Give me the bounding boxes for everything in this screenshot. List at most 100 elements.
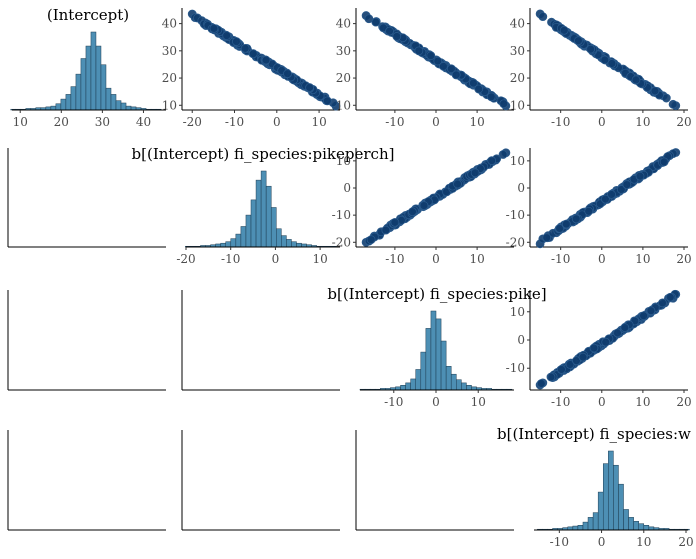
scatter-point <box>613 328 622 338</box>
scatter-point <box>390 217 400 227</box>
x-tick-label: -10 <box>385 115 404 129</box>
x-tick-label: -20 <box>183 115 202 129</box>
histogram-bar <box>235 233 242 248</box>
x-tick-label: 0 <box>598 252 606 266</box>
y-tick-label: 0 <box>517 181 525 195</box>
scatter-panel: -10 0 10 20 -10 0 10 <box>506 289 692 409</box>
x-tick-label: 0 <box>432 252 440 266</box>
scatter-panel: -10 0 10 20 -20 -10 0 10 <box>506 148 692 266</box>
scatter-point <box>499 99 509 109</box>
scatter-point <box>222 31 232 40</box>
scatter-panel: -10 0 10 10 20 30 40 <box>336 8 514 129</box>
x-tick-label: 10 <box>469 252 484 266</box>
empty-panel <box>7 430 166 531</box>
histogram-bar <box>445 366 452 391</box>
x-tick-label: 0 <box>598 395 606 409</box>
y-tick-label: -10 <box>506 208 525 222</box>
y-tick-label: 40 <box>510 17 525 31</box>
y-tick-label: 40 <box>162 17 177 31</box>
histogram-bar <box>450 373 457 391</box>
scatter-point <box>381 225 391 235</box>
x-tick-label: 40 <box>136 115 151 129</box>
histogram-panel: -20 -10 0 10b[(Intercept) fi_species:pikepe… <box>132 145 395 266</box>
scatter-point <box>385 26 394 36</box>
scatter-point <box>366 235 376 245</box>
x-tick-label: 10 <box>471 395 486 409</box>
scatter-point <box>414 46 424 56</box>
histogram-bar <box>255 179 262 248</box>
scatter-panel: -20 -10 0 10 10 20 30 40 <box>162 8 341 129</box>
histogram-bar <box>425 328 432 391</box>
scatter-point <box>622 180 632 189</box>
scatter-point <box>571 214 581 224</box>
scatter-point <box>392 32 402 41</box>
histogram-bar <box>120 102 127 111</box>
scatter-point <box>601 337 611 347</box>
histogram-bar <box>265 185 272 248</box>
x-tick-label: -10 <box>384 395 403 409</box>
histogram-bar <box>225 241 232 248</box>
scatter-points <box>535 9 681 110</box>
histogram-bar <box>55 103 62 111</box>
histogram-bar <box>613 464 619 531</box>
histogram-bar <box>110 94 117 111</box>
x-tick-label: -10 <box>385 252 404 266</box>
histogram-bar <box>618 483 624 531</box>
scatter-point <box>646 306 656 316</box>
y-tick-label: -10 <box>506 361 525 375</box>
histogram-bar <box>410 378 416 391</box>
scatter-point <box>616 185 626 194</box>
y-tick-label: -20 <box>506 235 525 249</box>
histogram-bar <box>70 86 77 111</box>
scatter-point <box>419 201 429 210</box>
histogram-bar <box>592 512 599 531</box>
scatter-point <box>542 233 552 243</box>
x-tick-label: 20 <box>676 395 691 409</box>
scatter-point <box>650 86 660 96</box>
histogram-bar <box>597 491 604 531</box>
panel-title: b[(Intercept) fi_species:pike] <box>327 285 546 303</box>
scatter-point <box>546 372 556 382</box>
y-tick-label: 0 <box>343 181 351 195</box>
scatter-points <box>535 289 681 390</box>
x-tick-label: 10 <box>13 115 28 129</box>
histogram-bar <box>440 340 447 391</box>
scatter-point <box>607 190 616 199</box>
scatter-point <box>584 206 594 216</box>
x-tick-label: -10 <box>550 535 569 549</box>
scatter-point <box>600 55 610 65</box>
scatter-point <box>248 49 258 59</box>
scatter-point <box>538 12 548 22</box>
scatter-point <box>557 365 566 374</box>
x-tick-label: 20 <box>54 115 69 129</box>
histogram-bar <box>281 235 287 248</box>
scatter-point <box>498 150 508 159</box>
y-tick-label: 30 <box>162 44 177 58</box>
histogram-bar <box>587 517 594 531</box>
scatter-point <box>283 69 292 79</box>
histogram-bar <box>643 525 650 531</box>
x-tick-label: -10 <box>551 252 570 266</box>
x-tick-label: 10 <box>636 535 651 549</box>
scatter-point <box>658 298 667 308</box>
scatter-point <box>305 83 314 92</box>
x-tick-label: 20 <box>676 252 691 266</box>
y-tick-label: -10 <box>332 208 351 222</box>
histogram-bar <box>602 463 609 531</box>
x-tick-label: 10 <box>469 115 484 129</box>
x-tick-label: -10 <box>221 252 240 266</box>
scatter-point <box>433 56 443 66</box>
x-tick-label: 0 <box>273 115 281 129</box>
x-tick-label: 0 <box>432 395 440 409</box>
scatter-point <box>600 194 610 204</box>
histogram-bar <box>415 369 422 391</box>
histogram-bar <box>582 521 589 531</box>
scatter-point <box>451 70 461 80</box>
histogram-bar <box>286 239 292 248</box>
y-tick-label: 10 <box>162 98 177 112</box>
panel-title: (Intercept) <box>47 6 129 24</box>
scatter-point <box>561 219 571 229</box>
scatter-point <box>240 43 250 53</box>
y-tick-label: 10 <box>510 98 525 112</box>
